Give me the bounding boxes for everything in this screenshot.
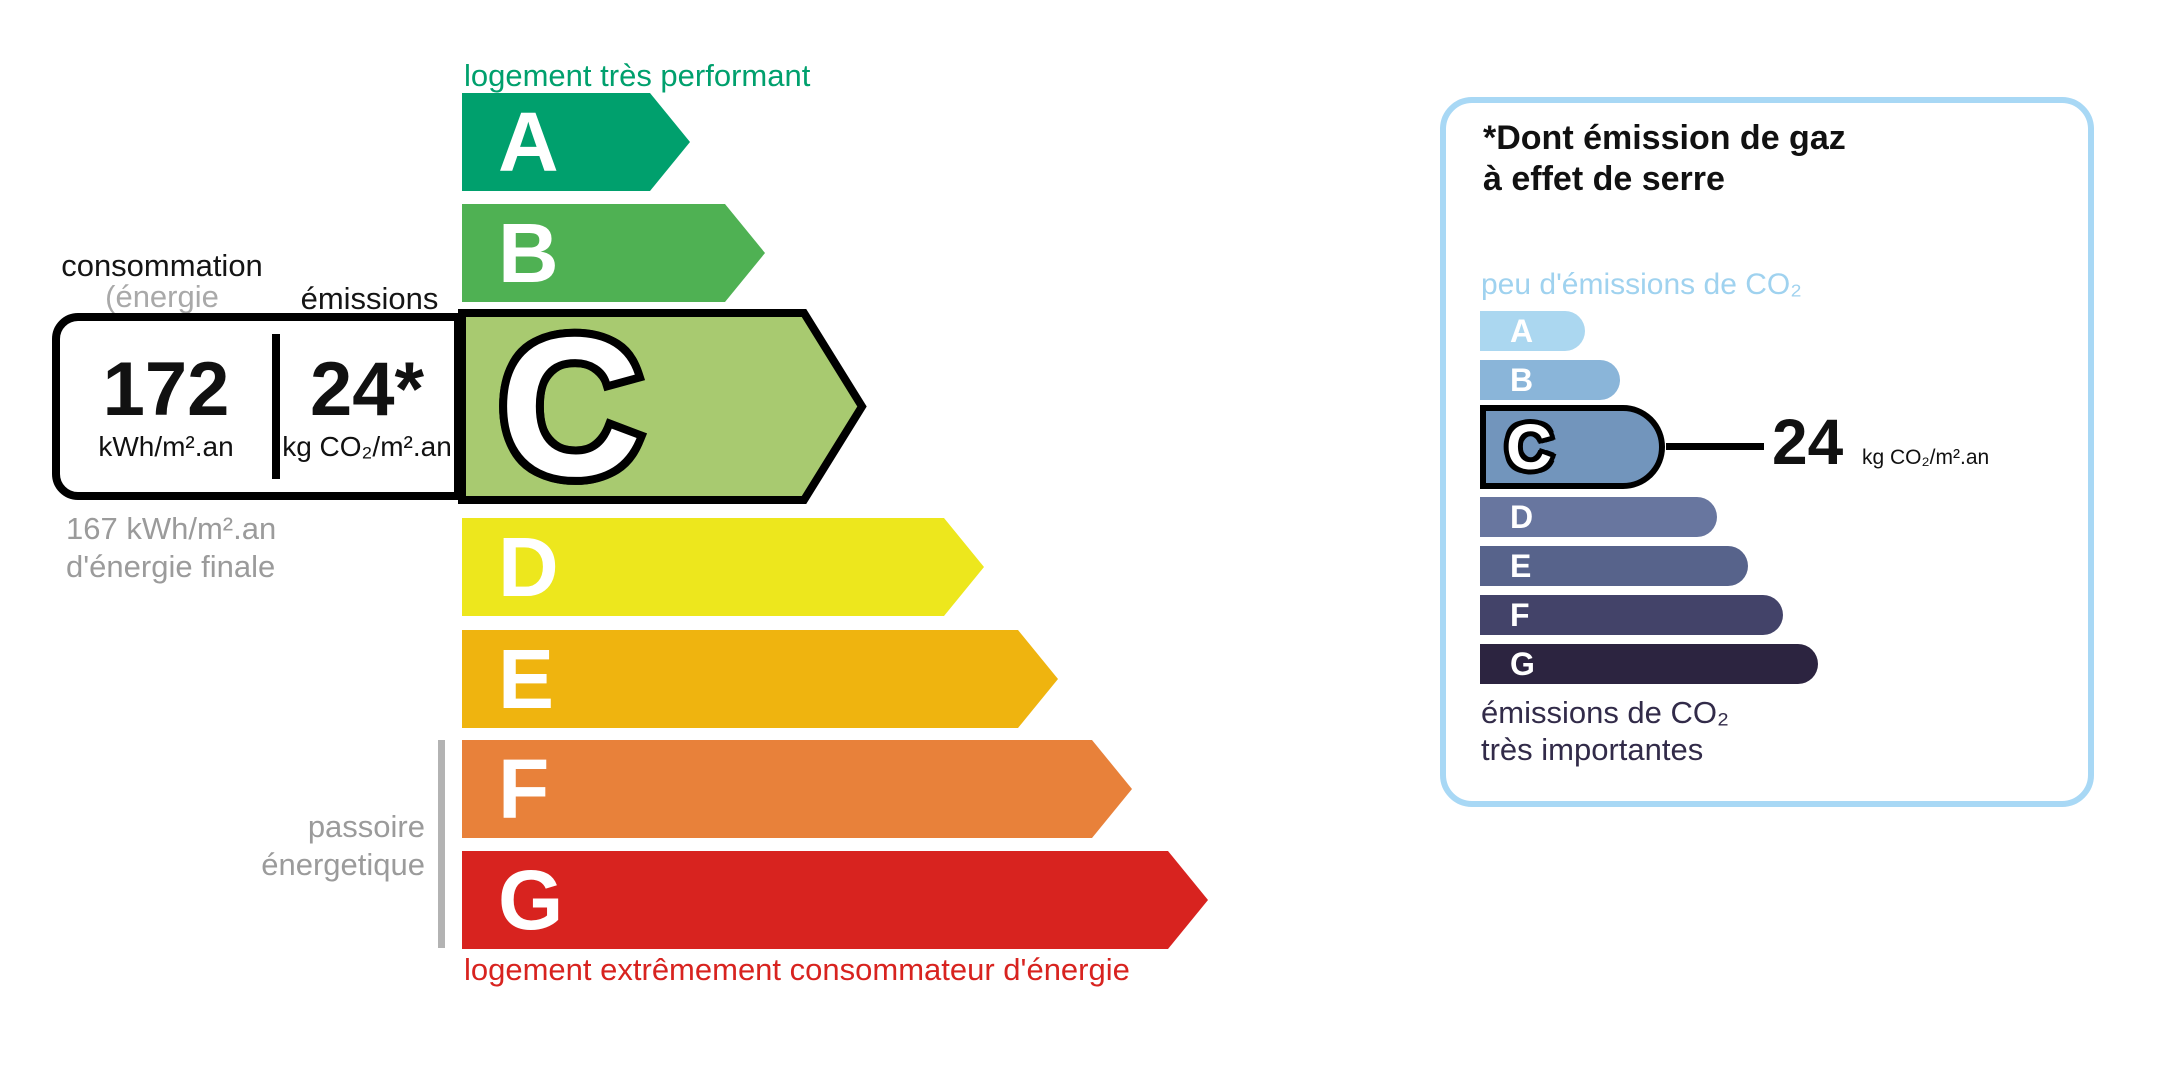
- energy-class-letter-a: A: [498, 95, 559, 189]
- current-class-letter: C C: [491, 296, 719, 517]
- energy-class-bar-e: E: [462, 630, 1058, 728]
- co2-class-letter-b: B: [1510, 362, 1534, 398]
- energy-class-letter-b: B: [498, 206, 559, 300]
- energy-class-bar-b: B: [462, 204, 765, 302]
- current-class-letter-fill: C: [499, 296, 642, 517]
- bottom-performance-label: logement extrêmement consommateur d'éner…: [464, 952, 1130, 987]
- passoire-label-line1: passoire: [307, 809, 425, 844]
- co2-high-emissions-line2: très importantes: [1481, 732, 1704, 767]
- co2-high-emissions-line1: émissions de CO₂: [1481, 695, 1730, 730]
- co2-panel-title-line2: à effet de serre: [1483, 160, 1725, 198]
- passoire-label-line2: énergetique: [261, 847, 425, 882]
- emissions-value: 24*: [309, 346, 425, 432]
- final-energy-line1: 167 kWh/m².an: [66, 511, 277, 546]
- co2-current-class-bar: C C: [1480, 405, 1665, 489]
- co2-class-letter-f: F: [1510, 597, 1530, 633]
- co2-class-letter-g: G: [1510, 646, 1535, 682]
- energy-class-letter-g: G: [498, 853, 564, 947]
- consumption-unit: kWh/m².an: [98, 430, 234, 462]
- top-performance-label: logement très performant: [464, 58, 811, 93]
- energy-class-bar-a: A: [462, 93, 690, 191]
- current-class-letter-outline: C: [491, 296, 650, 517]
- energy-class-letter-e: E: [498, 632, 555, 726]
- co2-panel-title: *Dont émission de gaz à effet de serre: [1483, 118, 1846, 200]
- co2-class-bar-e: E: [1480, 546, 1748, 586]
- co2-class-bar-g: G: [1480, 644, 1818, 684]
- co2-value-connector-line: [1666, 443, 1764, 450]
- co2-class-letter-e: E: [1510, 548, 1532, 584]
- co2-class-bar-a: A: [1480, 311, 1585, 351]
- co2-low-emissions-label: peu d'émissions de CO₂: [1481, 268, 1802, 301]
- co2-panel-title-line1: *Dont émission de gaz: [1483, 119, 1846, 157]
- energy-class-letter-f: F: [498, 742, 550, 836]
- passoire-label: passoire énergetique: [140, 808, 425, 884]
- co2-class-bar-b: B: [1480, 360, 1620, 400]
- energy-class-letter-d: D: [498, 520, 559, 614]
- emissions-header: émissions: [300, 281, 439, 316]
- consumption-cell: 172 kWh/m².an: [60, 321, 272, 492]
- final-energy-note: 167 kWh/m².an d'énergie finale: [66, 510, 276, 586]
- co2-value-unit: kg CO₂/m².an: [1862, 446, 1990, 469]
- emissions-unit: kg CO₂/m².an: [282, 430, 452, 462]
- co2-current-class-letter-outline: C: [1501, 410, 1556, 485]
- co2-class-letter-a: A: [1510, 313, 1534, 349]
- co2-class-bar-d: D: [1480, 497, 1717, 537]
- co2-value: 24: [1772, 406, 1844, 478]
- box-divider: [272, 334, 280, 479]
- final-energy-line2: d'énergie finale: [66, 549, 276, 584]
- current-class-arrow: [458, 309, 867, 504]
- consumption-header: consommation: [61, 248, 263, 283]
- co2-class-letter-d: D: [1510, 499, 1534, 535]
- energy-class-bar-g: G: [462, 851, 1208, 949]
- energy-class-bar-d: D: [462, 518, 984, 616]
- co2-high-emissions-label: émissions de CO₂ très importantes: [1481, 694, 1729, 768]
- consumption-value: 172: [102, 346, 230, 432]
- energy-class-bar-f: F: [462, 740, 1132, 838]
- passoire-marker-bar: [438, 740, 445, 948]
- co2-current-class-letter-fill: C: [1506, 411, 1553, 483]
- co2-current-class-letter: C C: [1501, 410, 1556, 485]
- co2-class-bar-f: F: [1480, 595, 1783, 635]
- emissions-cell: 24* kg CO₂/m².an: [280, 321, 454, 492]
- current-rating-box: 172 kWh/m².an 24* kg CO₂/m².an: [52, 313, 462, 500]
